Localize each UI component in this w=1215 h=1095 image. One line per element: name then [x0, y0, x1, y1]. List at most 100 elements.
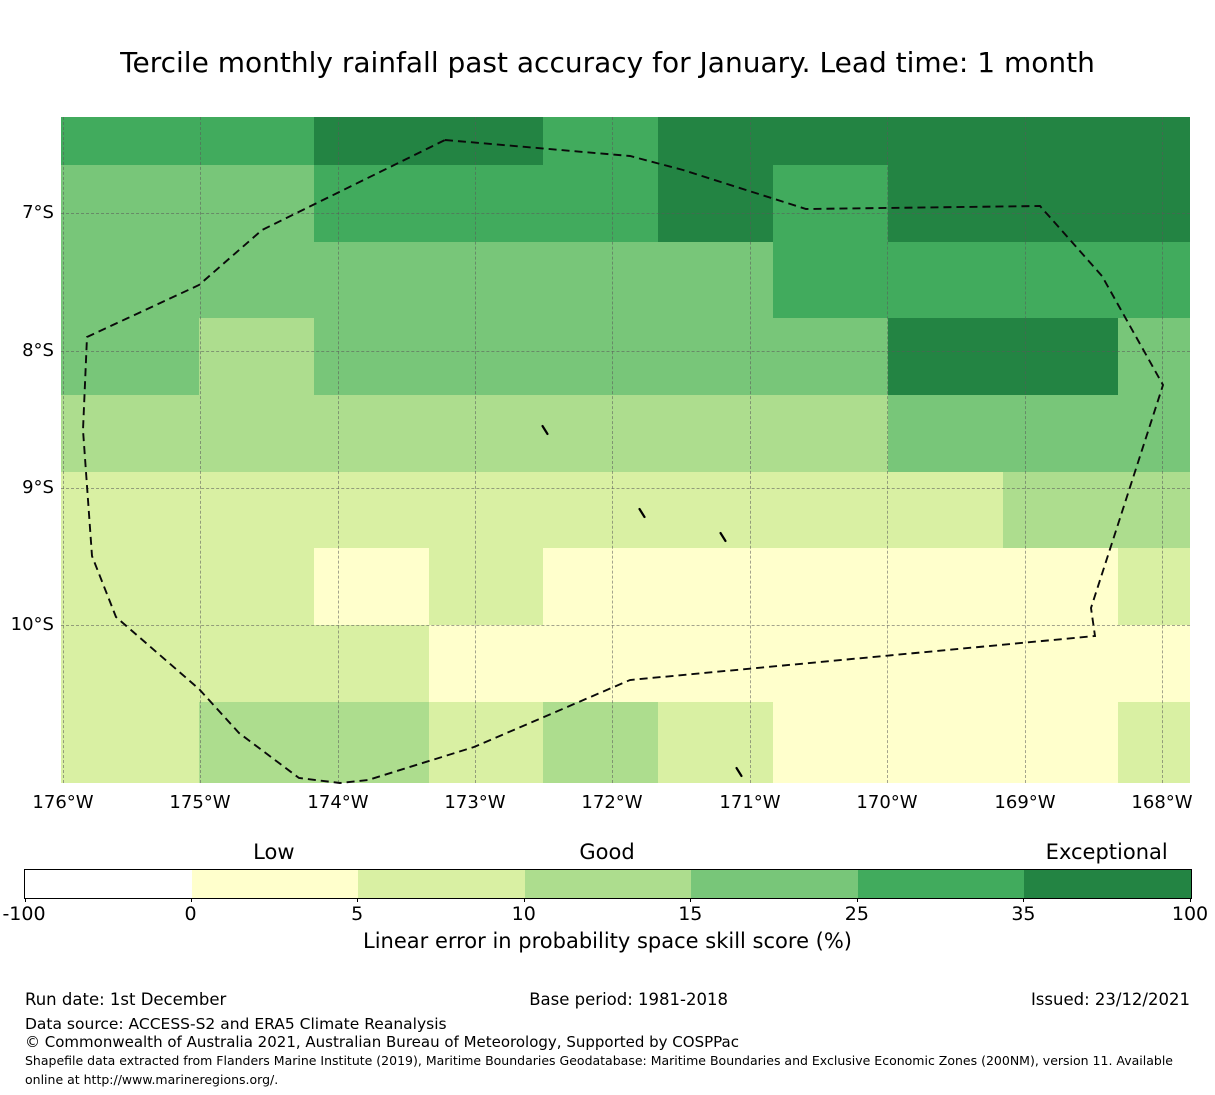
map-cell	[314, 165, 429, 242]
colorbar-tick-value: 10	[511, 903, 536, 925]
map-cell	[658, 472, 773, 548]
colorbar-segment	[191, 870, 359, 898]
map-cell	[773, 625, 888, 702]
map-cell	[1118, 395, 1190, 472]
map-cell	[61, 702, 84, 783]
colorbar-caption: Linear error in probability space skill …	[363, 929, 852, 953]
map-cell	[543, 472, 658, 548]
map-cell	[1003, 548, 1118, 625]
map-cell	[1003, 165, 1118, 242]
map-cell	[773, 117, 888, 165]
colorbar-tick	[690, 898, 692, 902]
x-tick-label: 173°W	[444, 792, 506, 813]
x-tick-label: 171°W	[719, 792, 781, 813]
map-cell	[429, 242, 543, 318]
x-tick-label: 169°W	[994, 792, 1056, 813]
map-cell	[84, 548, 199, 625]
map-cell	[888, 702, 1003, 783]
map-cell	[314, 117, 429, 165]
map-cell	[61, 472, 84, 548]
colorbar-segment	[1024, 870, 1191, 898]
map-cell	[84, 702, 199, 783]
map-cell	[543, 318, 658, 395]
skill-category-label: Good	[579, 840, 635, 864]
map-cell	[429, 702, 543, 783]
map-cell	[543, 702, 658, 783]
map-cell	[773, 242, 888, 318]
map-cell	[84, 395, 199, 472]
x-tick-label: 168°W	[1131, 792, 1193, 813]
colorbar-tick-value: 5	[351, 903, 364, 925]
map-cell	[1003, 242, 1118, 318]
latitude-gridline	[61, 625, 1190, 626]
longitude-gridline	[338, 117, 339, 783]
data-source: Data source: ACCESS-S2 and ERA5 Climate …	[25, 1015, 447, 1033]
map-cell	[773, 318, 888, 395]
map-cell	[314, 625, 429, 702]
map-cell	[888, 117, 1003, 165]
figure-title: Tercile monthly rainfall past accuracy f…	[120, 46, 1095, 79]
issued-date: Issued: 23/12/2021	[1030, 990, 1190, 1009]
colorbar-segment	[691, 870, 858, 898]
colorbar-tick	[1189, 898, 1191, 902]
map-cell	[84, 242, 199, 318]
map-cell	[1003, 472, 1118, 548]
colorbar-tick	[190, 898, 192, 902]
colorbar-tick	[1023, 898, 1025, 902]
map-cell	[61, 165, 84, 242]
longitude-gridline	[1162, 117, 1163, 783]
map-cell	[1003, 625, 1118, 702]
map-cell	[429, 472, 543, 548]
map-cell	[314, 472, 429, 548]
y-tick-label: 8°S	[22, 340, 54, 361]
map-cell	[888, 472, 1003, 548]
map-cell	[61, 318, 84, 395]
map-cell	[429, 395, 543, 472]
x-tick-label: 174°W	[307, 792, 369, 813]
map-cell	[84, 625, 199, 702]
base-period: Base period: 1981-2018	[529, 990, 728, 1009]
map-cell	[84, 117, 199, 165]
map-cell	[429, 548, 543, 625]
map-cell	[543, 117, 658, 165]
colorbar-tick	[357, 898, 359, 902]
copyright: © Commonwealth of Australia 2021, Austra…	[25, 1033, 739, 1051]
colorbar-segment	[25, 870, 192, 898]
map-cell	[61, 242, 84, 318]
colorbar-tick-value: 35	[1011, 903, 1036, 925]
map-cell	[888, 165, 1003, 242]
map-cell	[888, 318, 1003, 395]
map-cell	[1118, 625, 1190, 702]
longitude-gridline	[200, 117, 201, 783]
map-cell	[314, 242, 429, 318]
skill-category-label: Exceptional	[1045, 840, 1168, 864]
map-cell	[199, 242, 314, 318]
map-cell	[773, 702, 888, 783]
longitude-gridline	[887, 117, 888, 783]
map-cell	[1003, 395, 1118, 472]
map-cell	[658, 625, 773, 702]
map-cell	[61, 548, 84, 625]
map-cell	[658, 117, 773, 165]
colorbar-tick-value: -100	[2, 903, 46, 925]
map-cell	[1003, 702, 1118, 783]
map-cell	[314, 548, 429, 625]
map-cell	[84, 318, 199, 395]
colorbar-segment	[524, 870, 692, 898]
longitude-gridline	[612, 117, 613, 783]
map-cell	[1118, 548, 1190, 625]
map-cell	[773, 165, 888, 242]
map-cell	[543, 165, 658, 242]
shapefile-note: Shapefile data extracted from Flanders M…	[25, 1053, 1173, 1087]
map-cell	[658, 395, 773, 472]
map-cell	[1118, 318, 1190, 395]
map-cell	[199, 165, 314, 242]
map-cell	[888, 548, 1003, 625]
map-cell	[199, 395, 314, 472]
colorbar-tick-value: 100	[1171, 903, 1209, 925]
map-cell	[1118, 242, 1190, 318]
map-cell	[773, 395, 888, 472]
map-cell	[314, 318, 429, 395]
colorbar-tick	[856, 898, 858, 902]
map-cell	[84, 472, 199, 548]
